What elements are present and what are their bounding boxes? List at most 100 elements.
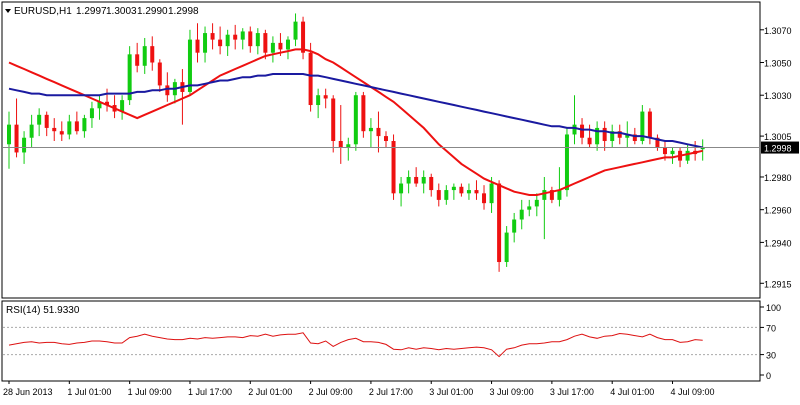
candle-body xyxy=(421,176,426,184)
candle-body xyxy=(595,127,600,145)
candle-body xyxy=(625,134,630,138)
rsi-indicator xyxy=(8,332,703,358)
candle-body xyxy=(248,31,253,47)
candle-body xyxy=(466,190,471,194)
price-tick-label: 1.3050 xyxy=(764,59,792,69)
time-tick-label: 3 Jul 09:00 xyxy=(490,387,534,397)
price-tick-label: 1.3005 xyxy=(764,132,792,142)
candle-body xyxy=(587,137,592,145)
current-price-marker: 1.2998 xyxy=(3,141,799,154)
moving-average-red-line xyxy=(8,48,703,196)
candle-body xyxy=(399,183,404,194)
rsi-tick-label: 70 xyxy=(766,323,776,333)
price-tick-label: 1.3070 xyxy=(764,26,792,36)
dropdown-triangle-icon[interactable] xyxy=(5,9,11,13)
candle-body xyxy=(670,150,675,155)
candle-body xyxy=(474,190,479,194)
candle-body xyxy=(195,39,200,53)
candle-body xyxy=(218,39,223,47)
candle-body xyxy=(519,209,524,220)
candle-body xyxy=(384,136,388,142)
price-tick-label: 1.2980 xyxy=(764,173,792,183)
candle-body xyxy=(391,141,396,194)
candle-body xyxy=(59,131,64,135)
candle-body xyxy=(270,42,275,53)
moving-averages xyxy=(8,48,703,196)
symbol-timeframe: EURUSD,H1 xyxy=(14,6,72,17)
time-tick-label: 3 Jul 17:00 xyxy=(550,387,594,397)
time-tick-label: 3 Jul 01:00 xyxy=(429,387,473,397)
rsi-plot-frame xyxy=(1,300,761,382)
current-price-label: 1.2998 xyxy=(764,144,792,154)
candle-body xyxy=(429,176,434,191)
candle-body xyxy=(120,100,125,112)
candle-body xyxy=(29,124,34,138)
candle-body xyxy=(451,186,456,191)
candle-body xyxy=(617,131,622,138)
time-tick-label: 2 Jul 09:00 xyxy=(309,387,353,397)
rsi-tick-label: 0 xyxy=(766,371,771,381)
price-tick-label: 1.2960 xyxy=(764,206,792,216)
candle-body xyxy=(610,131,615,142)
candle-body xyxy=(564,134,569,191)
candle-body xyxy=(580,124,585,138)
main-plot-frame xyxy=(1,1,761,299)
rsi-axis: 100 70 30 0 xyxy=(3,303,781,381)
rsi-label: RSI(14) 51.9330 xyxy=(6,305,80,316)
candle-body xyxy=(331,98,336,142)
time-tick-label: 4 Jul 09:00 xyxy=(671,387,715,397)
candle-body xyxy=(482,193,487,204)
candle-body xyxy=(549,190,554,200)
candle-body xyxy=(301,21,306,53)
candle-body xyxy=(602,127,607,142)
current-price-box xyxy=(761,141,799,154)
candle-body xyxy=(685,150,690,161)
time-tick-label: 1 Jul 01:00 xyxy=(67,387,111,397)
candle-body xyxy=(187,39,192,92)
moving-average-blue-line xyxy=(8,73,703,149)
candle-body xyxy=(497,183,502,263)
candle-body xyxy=(368,127,373,132)
rsi-line xyxy=(8,332,703,358)
price-tick-label: 1.2940 xyxy=(764,238,792,248)
candle-body xyxy=(293,21,298,40)
candle-body xyxy=(142,46,147,66)
time-tick-label: 4 Jul 01:00 xyxy=(610,387,654,397)
candle-body xyxy=(647,111,652,138)
time-tick-label: 2 Jul 01:00 xyxy=(248,387,292,397)
candle-body xyxy=(165,85,170,96)
candle-body xyxy=(240,31,245,40)
candle-body xyxy=(233,34,238,40)
candle-body xyxy=(210,33,215,40)
candle-body xyxy=(135,54,140,66)
candle-body xyxy=(127,54,132,101)
candle-body xyxy=(700,147,705,150)
candle-body xyxy=(338,141,343,148)
rsi-tick-label: 100 xyxy=(766,303,781,313)
candle-body xyxy=(255,33,260,47)
candle-body xyxy=(406,176,411,184)
candle-body xyxy=(346,144,351,148)
candle-body xyxy=(203,33,208,53)
candle-body xyxy=(512,219,517,233)
candle-body xyxy=(542,190,547,200)
candle-body xyxy=(105,101,110,106)
candle-body xyxy=(655,137,660,148)
candle-body xyxy=(572,124,577,135)
candle-body xyxy=(632,134,637,142)
time-axis: 28 Jun 2013 1 Jul 01:00 1 Jul 09:00 1 Jul 1… xyxy=(3,381,715,397)
candle-body xyxy=(44,114,49,128)
candle-body xyxy=(353,95,358,145)
candle-body xyxy=(278,42,283,50)
candle-body xyxy=(557,190,562,200)
rsi-tick-label: 30 xyxy=(766,351,776,361)
candle-body xyxy=(361,95,366,132)
candle-body xyxy=(97,101,102,109)
time-tick-label: 2 Jul 17:00 xyxy=(369,387,413,397)
candle-body xyxy=(323,95,328,99)
candle-body xyxy=(225,34,230,47)
candle-body xyxy=(444,190,449,200)
candle-body xyxy=(7,124,11,145)
